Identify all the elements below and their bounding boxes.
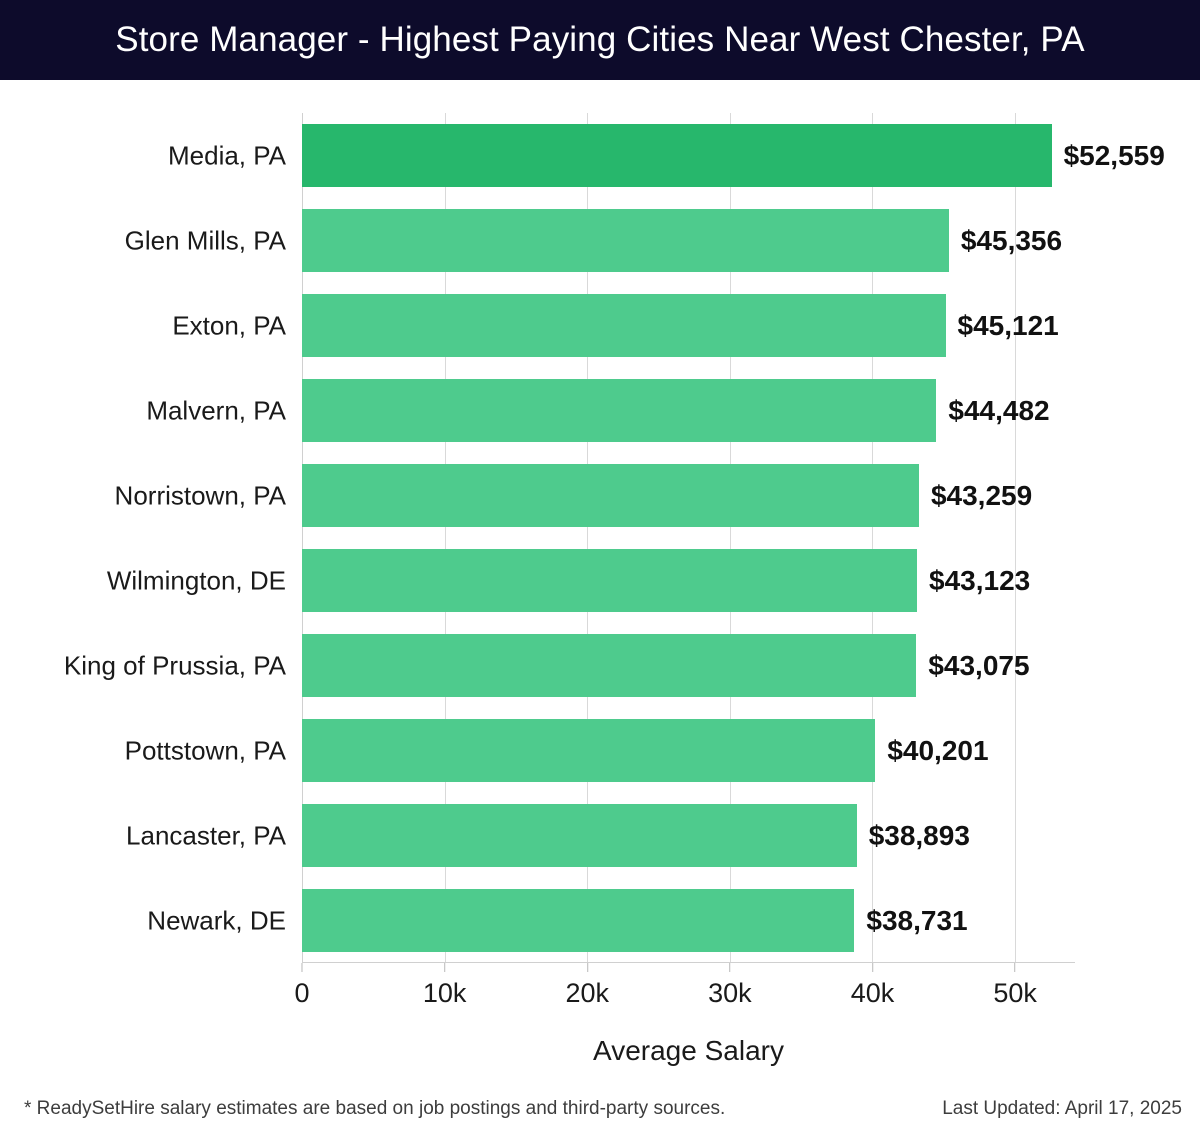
bar-value-label: $52,559: [1063, 139, 1165, 171]
y-axis-line: [302, 113, 303, 963]
bar-row[interactable]: Exton, PA $45,121: [172, 283, 1075, 368]
bar[interactable]: [302, 209, 949, 272]
bar[interactable]: [302, 549, 918, 612]
x-tick-30k: 30k: [708, 963, 752, 1009]
chart-footer: * ReadySetHire salary estimates are base…: [0, 1098, 1200, 1128]
tick-mark-icon: [301, 963, 303, 972]
bar-row[interactable]: Newark, DE $38,731: [147, 878, 1075, 963]
x-tick-label: 50k: [993, 978, 1037, 1008]
plot-wrapper: Media, PA $52,559 Glen Mills, PA $45,356 Ext…: [0, 80, 1200, 1140]
bar-value-label: $44,482: [948, 394, 1050, 426]
x-tick-0: 0: [294, 963, 310, 1009]
x-tick-10k: 10k: [422, 963, 467, 1009]
bar-value-label: $38,731: [866, 904, 968, 936]
chart-header: Store Manager - Highest Paying Cities Ne…: [0, 0, 1200, 80]
x-tick-label: 40k: [850, 978, 895, 1008]
tick-mark-icon: [729, 963, 731, 972]
category-label: Lancaster, PA: [126, 820, 286, 850]
bar-value-label: $43,123: [929, 564, 1031, 596]
plot-area: Media, PA $52,559 Glen Mills, PA $45,356 Ext…: [64, 113, 1165, 963]
bar[interactable]: [302, 804, 857, 867]
bar[interactable]: [302, 464, 919, 527]
bars-layer: Media, PA $52,559 Glen Mills, PA $45,356 Ext…: [64, 113, 1165, 963]
bar-row[interactable]: King of Prussia, PA $43,075: [64, 623, 1075, 708]
footer-last-updated: Last Updated: April 17, 2025: [942, 1098, 1182, 1119]
x-tick-label: 10k: [422, 978, 467, 1008]
bar-value-label: $45,121: [957, 309, 1059, 341]
bar[interactable]: [302, 634, 917, 697]
bar-row[interactable]: Lancaster, PA $38,893: [126, 793, 1075, 878]
bar-value-label: $43,075: [928, 649, 1030, 681]
x-tick-label: 20k: [565, 978, 610, 1008]
bar[interactable]: [302, 294, 946, 357]
footer-disclaimer: * ReadySetHire salary estimates are base…: [24, 1098, 726, 1119]
x-axis-ticks: 0 10k 20k 30k 40k 50k: [294, 963, 1075, 1013]
x-tick-label: 0: [294, 978, 310, 1008]
x-tick-50k: 50k: [993, 963, 1037, 1009]
x-axis-title: Average Salary: [593, 1035, 784, 1066]
bar-value-label: $38,893: [868, 819, 970, 851]
x-tick-20k: 20k: [565, 963, 609, 1009]
bar[interactable]: [302, 719, 876, 782]
bar-row[interactable]: Norristown, PA $43,259: [115, 453, 1075, 538]
tick-mark-icon: [871, 963, 873, 972]
bar[interactable]: [302, 124, 1052, 187]
category-label: Wilmington, DE: [106, 565, 286, 595]
bar[interactable]: [302, 889, 855, 952]
bar-value-label: $43,259: [930, 479, 1033, 511]
x-axis-line: [302, 962, 1075, 963]
page-title: Store Manager - Highest Paying Cities Ne…: [115, 20, 1085, 59]
category-label: Glen Mills, PA: [124, 225, 286, 255]
bar-row[interactable]: Media, PA $52,559: [168, 113, 1165, 198]
category-label: Pottstown, PA: [124, 735, 286, 765]
category-label: Exton, PA: [172, 310, 286, 340]
tick-mark-icon: [586, 963, 588, 972]
bar[interactable]: [302, 379, 937, 442]
bar-value-label: $45,356: [960, 224, 1063, 256]
category-label: Norristown, PA: [114, 480, 286, 510]
bar-row[interactable]: Pottstown, PA $40,201: [125, 708, 1075, 793]
bar-value-label: $40,201: [887, 734, 989, 766]
category-label: Media, PA: [167, 140, 286, 170]
bar-row[interactable]: Wilmington, DE $43,123: [107, 538, 1075, 623]
tick-mark-icon: [444, 963, 446, 972]
bar-row[interactable]: Malvern, PA $44,482: [146, 368, 1075, 453]
category-label: Newark, DE: [147, 905, 286, 935]
category-label: Malvern, PA: [146, 395, 286, 425]
category-label: King of Prussia, PA: [63, 650, 286, 680]
tick-mark-icon: [1014, 963, 1016, 972]
x-tick-40k: 40k: [850, 963, 895, 1009]
bar-row[interactable]: Glen Mills, PA $45,356: [125, 198, 1075, 283]
x-tick-label: 30k: [708, 978, 752, 1008]
